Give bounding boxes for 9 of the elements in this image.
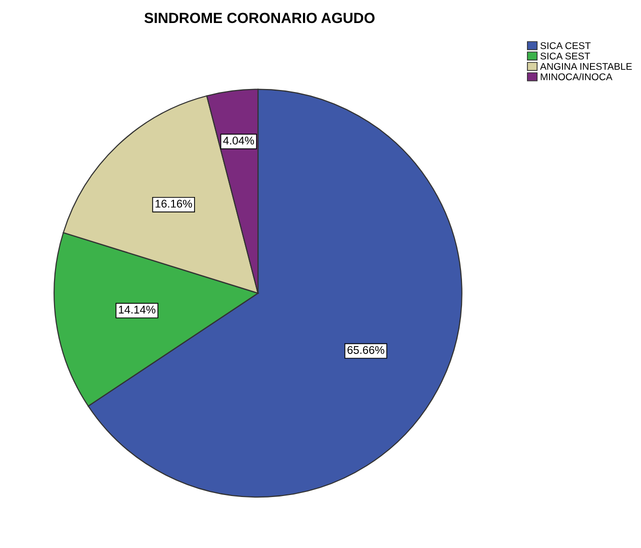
legend-label: MINOCA/INOCA bbox=[540, 73, 612, 80]
chart-title: SINDROME CORONARIO AGUDO bbox=[144, 12, 375, 24]
data-label: 65.66% bbox=[348, 346, 384, 354]
data-label: 16.16% bbox=[156, 200, 192, 208]
data-label: 14.14% bbox=[118, 306, 156, 314]
legend-label: SICA SEST bbox=[540, 52, 590, 60]
data-label: 4.04% bbox=[223, 136, 254, 144]
legend-label: SICA CEST bbox=[540, 42, 591, 50]
legend-label: ANGINA INESTABLE bbox=[540, 62, 632, 70]
